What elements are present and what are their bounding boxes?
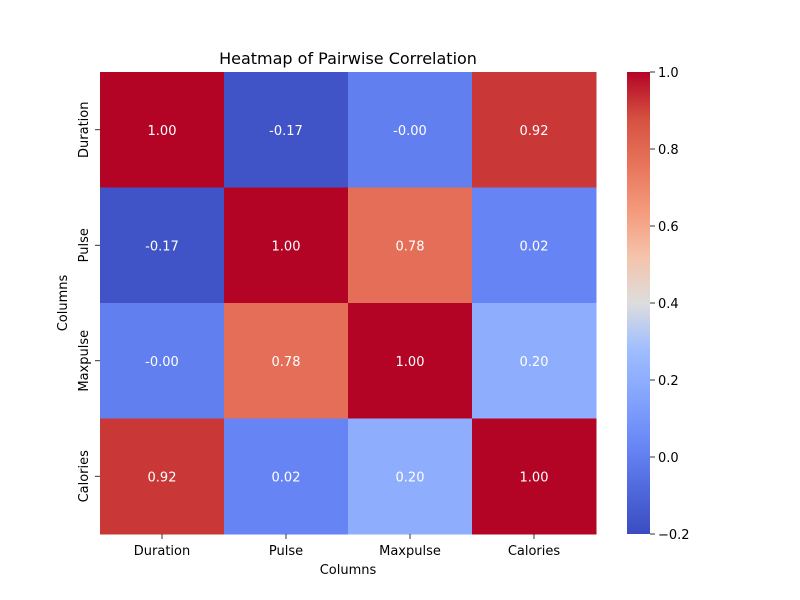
cell-annotation: 1.00 (396, 355, 425, 370)
heatmap-cell (348, 72, 473, 188)
heatmap-cell (224, 187, 349, 304)
cell-annotation: 0.92 (148, 470, 177, 485)
cell-annotation: 0.78 (272, 355, 301, 370)
heatmap-cells (100, 72, 597, 535)
colorbar-gradient (627, 72, 650, 534)
x-tick-label: Maxpulse (379, 544, 441, 559)
x-tick-label: Pulse (269, 544, 303, 559)
heatmap-cell (348, 303, 473, 419)
cell-annotation: 0.20 (396, 470, 425, 485)
y-tick-label: Maxpulse (77, 330, 92, 392)
colorbar-tick-label: 1.0 (658, 66, 679, 81)
heatmap-cell (472, 72, 597, 188)
cell-annotation: -0.00 (145, 355, 179, 370)
heatmap-cell (100, 303, 225, 419)
colorbar-tick-label: 0.6 (658, 220, 679, 235)
heatmap-cell (348, 187, 473, 304)
heatmap-cell (100, 187, 225, 304)
heatmap-cell (472, 303, 597, 419)
y-tick-labels: Duration Pulse Maxpulse Calories (77, 102, 100, 503)
colorbar-tick-label: 0.8 (658, 143, 679, 158)
cell-annotation: 0.02 (272, 470, 301, 485)
cell-annotation: 1.00 (520, 470, 549, 485)
heatmap-cell (348, 418, 473, 535)
heatmap-cell (224, 303, 349, 419)
heatmap-cell (224, 72, 349, 188)
colorbar-tick-label: −0.2 (658, 528, 690, 543)
cell-annotation: 0.78 (396, 239, 425, 254)
colorbar-tick-label: 0.4 (658, 297, 679, 312)
cell-annotations: 1.00 -0.17 -0.00 0.92 -0.17 1.00 0.78 0.02 -0.00… (145, 124, 548, 486)
x-tick-labels: Duration Pulse Maxpulse Calories (134, 534, 561, 559)
colorbar-tick-label: 0.0 (658, 451, 679, 466)
heatmap-cell (472, 187, 597, 304)
y-tick-label: Duration (77, 102, 92, 158)
cell-annotation: 0.20 (520, 355, 549, 370)
heatmap-cell (100, 72, 225, 188)
colorbar-tick-label: 0.2 (658, 374, 679, 389)
x-tick-label: Duration (134, 544, 190, 559)
cell-annotation: 1.00 (272, 239, 301, 254)
heatmap-cell (100, 418, 225, 535)
cell-annotation: 0.92 (520, 124, 549, 139)
cell-annotation: -0.00 (393, 124, 427, 139)
heatmap-cell (472, 418, 597, 535)
cell-annotation: -0.17 (145, 239, 179, 254)
cell-annotation: 0.02 (520, 239, 549, 254)
y-tick-label: Pulse (77, 228, 92, 262)
x-tick-label: Calories (508, 544, 561, 559)
cell-annotation: 1.00 (148, 124, 177, 139)
cell-annotation: -0.17 (269, 124, 303, 139)
chart-title: Heatmap of Pairwise Correlation (219, 49, 477, 68)
y-axis-label: Columns (56, 274, 71, 331)
heatmap-cell (224, 418, 349, 535)
x-axis-label: Columns (320, 563, 377, 578)
y-tick-label: Calories (77, 450, 92, 503)
colorbar: −0.2 0.0 0.2 0.4 0.6 0.8 1.0 (627, 66, 690, 543)
